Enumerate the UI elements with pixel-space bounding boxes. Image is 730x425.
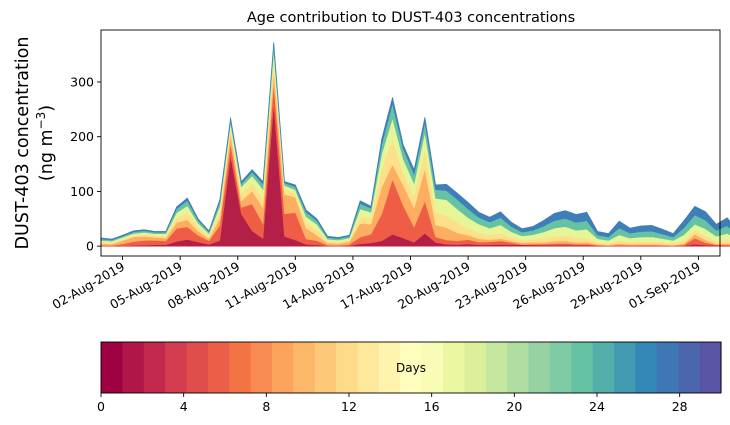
colorbar-cell (400, 342, 423, 393)
y-axis-units-base: (ng m (37, 129, 57, 181)
colorbar-tick-label: 16 (424, 399, 440, 414)
y-axis-ticks: 0 100 200 300 (70, 74, 101, 254)
x-axis-ticks: 02-Aug-201905-Aug-201908-Aug-201911-Aug-… (50, 256, 703, 312)
y-axis-units-close: ) (37, 105, 57, 112)
colorbar-cell (656, 342, 679, 393)
colorbar-cell (699, 342, 722, 393)
colorbar-cell (443, 342, 466, 393)
colorbar-cell (101, 342, 123, 393)
colorbar-tick-label: 12 (341, 399, 357, 414)
plot-area (100, 29, 730, 257)
colorbar-cell (528, 342, 551, 393)
y-tick-label: 200 (70, 129, 94, 144)
colorbar-tick-label: 28 (672, 399, 688, 414)
y-axis-label-line1: DUST-403 concentration (13, 37, 33, 250)
colorbar-cell (485, 342, 508, 393)
colorbar-cell (507, 342, 530, 393)
colorbar-cell (592, 342, 615, 393)
colorbar-tick-label: 24 (589, 399, 605, 414)
colorbar-tick-label: 0 (97, 399, 105, 414)
colorbar-cell (614, 342, 637, 393)
area-bands (100, 42, 730, 247)
colorbar-cell (143, 342, 166, 393)
colorbar-cell (336, 342, 359, 393)
colorbar-cell (293, 342, 316, 393)
colorbar-cell (678, 342, 701, 393)
colorbar-cell (314, 342, 337, 393)
y-tick-label: 300 (70, 74, 94, 89)
colorbar-frame (100, 341, 722, 394)
colorbar-cell (250, 342, 273, 393)
colorbar-cell (464, 342, 487, 393)
colorbar-cell (421, 342, 444, 393)
colorbar-cell (186, 342, 209, 393)
colorbar-cell (357, 342, 380, 393)
colorbar-cell (165, 342, 188, 393)
y-axis-label: DUST-403 concentration (13, 37, 33, 250)
colorbar-tick-label: 4 (180, 399, 188, 414)
colorbar-cell (122, 342, 145, 393)
colorbar-tick-label: 8 (262, 399, 270, 414)
colorbar: Days 0 4 8 12 16 20 24 28 (97, 341, 722, 414)
y-tick-label: 0 (86, 239, 94, 254)
colorbar-cells (101, 342, 722, 393)
colorbar-cell (272, 342, 295, 393)
chart-title: Age contribution to DUST-403 concentrati… (247, 10, 575, 26)
colorbar-cell (378, 342, 401, 393)
colorbar-cell (549, 342, 572, 393)
colorbar-label: Days (396, 361, 426, 375)
age-band-7 (100, 42, 730, 241)
y-tick-label: 100 (70, 184, 94, 199)
y-axis-units: (ng m−3) (34, 105, 57, 181)
colorbar-cell (571, 342, 594, 393)
colorbar-cell (207, 342, 230, 393)
colorbar-ticks: 0 4 8 12 16 20 24 28 (97, 393, 688, 414)
colorbar-cell (635, 342, 658, 393)
colorbar-tick-label: 20 (506, 399, 522, 414)
y-axis-units-sup: −3 (34, 112, 48, 130)
colorbar-cell (229, 342, 252, 393)
